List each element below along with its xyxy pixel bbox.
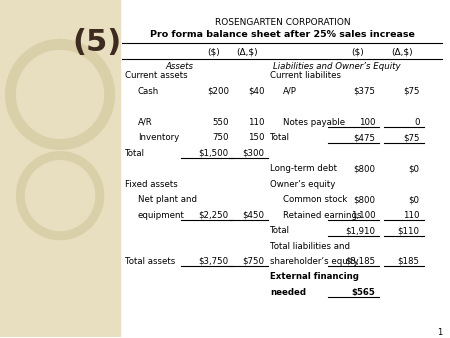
Text: $40: $40 (248, 87, 265, 96)
Text: (Δ,$): (Δ,$) (236, 47, 257, 56)
Text: 1: 1 (436, 328, 442, 337)
Text: Fixed assets: Fixed assets (125, 179, 178, 189)
Text: 110: 110 (403, 211, 420, 220)
Text: 150: 150 (248, 133, 265, 142)
Text: $1,910: $1,910 (345, 226, 375, 235)
Text: $750: $750 (243, 257, 265, 266)
Text: Inventory: Inventory (138, 133, 179, 142)
Text: $1,500: $1,500 (199, 149, 229, 158)
Text: Long-term debt: Long-term debt (270, 164, 338, 173)
Text: Total: Total (270, 226, 290, 235)
Text: Current assets: Current assets (125, 71, 188, 80)
Text: $450: $450 (243, 211, 265, 220)
Text: $3,750: $3,750 (199, 257, 229, 266)
Text: 100: 100 (359, 118, 375, 127)
Text: Owner’s equity: Owner’s equity (270, 179, 336, 189)
Circle shape (17, 152, 104, 240)
Text: $75: $75 (403, 133, 420, 142)
Bar (0, 0, 120, 337)
Text: Liabilities and Owner’s Equity: Liabilities and Owner’s Equity (273, 63, 401, 71)
Text: $75: $75 (403, 87, 420, 96)
Circle shape (26, 161, 94, 231)
Text: (5): (5) (72, 28, 122, 57)
Text: Pro forma balance sheet after 25% sales increase: Pro forma balance sheet after 25% sales … (150, 30, 415, 40)
Text: Common stock: Common stock (283, 195, 347, 204)
Text: $185: $185 (398, 257, 420, 266)
Text: A/P: A/P (283, 87, 297, 96)
Text: 1,100: 1,100 (351, 211, 375, 220)
Text: 550: 550 (212, 118, 229, 127)
Text: 750: 750 (212, 133, 229, 142)
Text: needed: needed (270, 288, 306, 297)
Text: (Δ,$): (Δ,$) (391, 47, 413, 56)
Text: $800: $800 (353, 164, 375, 173)
Text: $3,185: $3,185 (345, 257, 375, 266)
Text: 0: 0 (414, 118, 420, 127)
Text: equipment: equipment (138, 211, 185, 220)
Circle shape (17, 51, 104, 138)
Text: Notes payable: Notes payable (283, 118, 345, 127)
Text: Retained earnings: Retained earnings (283, 211, 362, 220)
Text: Total: Total (270, 133, 290, 142)
Text: ($): ($) (207, 47, 220, 56)
Text: $565: $565 (351, 288, 375, 297)
Text: Assets: Assets (166, 63, 194, 71)
Text: $110: $110 (398, 226, 420, 235)
Text: $475: $475 (353, 133, 375, 142)
Text: Current liabilites: Current liabilites (270, 71, 342, 80)
Text: $0: $0 (409, 195, 420, 204)
Text: $375: $375 (353, 87, 375, 96)
Text: $300: $300 (243, 149, 265, 158)
Text: Total liabilities and: Total liabilities and (270, 242, 351, 250)
Text: shareholder’s equity: shareholder’s equity (270, 257, 359, 266)
Text: ROSENGARTEN CORPORATION: ROSENGARTEN CORPORATION (215, 19, 350, 27)
Text: External financing: External financing (270, 272, 359, 282)
Text: ($): ($) (351, 47, 364, 56)
Text: $0: $0 (409, 164, 420, 173)
Text: Total assets: Total assets (125, 257, 176, 266)
Text: $200: $200 (207, 87, 229, 96)
Text: $800: $800 (353, 195, 375, 204)
Text: Cash: Cash (138, 87, 159, 96)
Text: A/R: A/R (138, 118, 153, 127)
Text: $2,250: $2,250 (199, 211, 229, 220)
Text: Total: Total (125, 149, 145, 158)
Text: 110: 110 (248, 118, 265, 127)
Text: Net plant and: Net plant and (138, 195, 197, 204)
Circle shape (6, 40, 114, 149)
